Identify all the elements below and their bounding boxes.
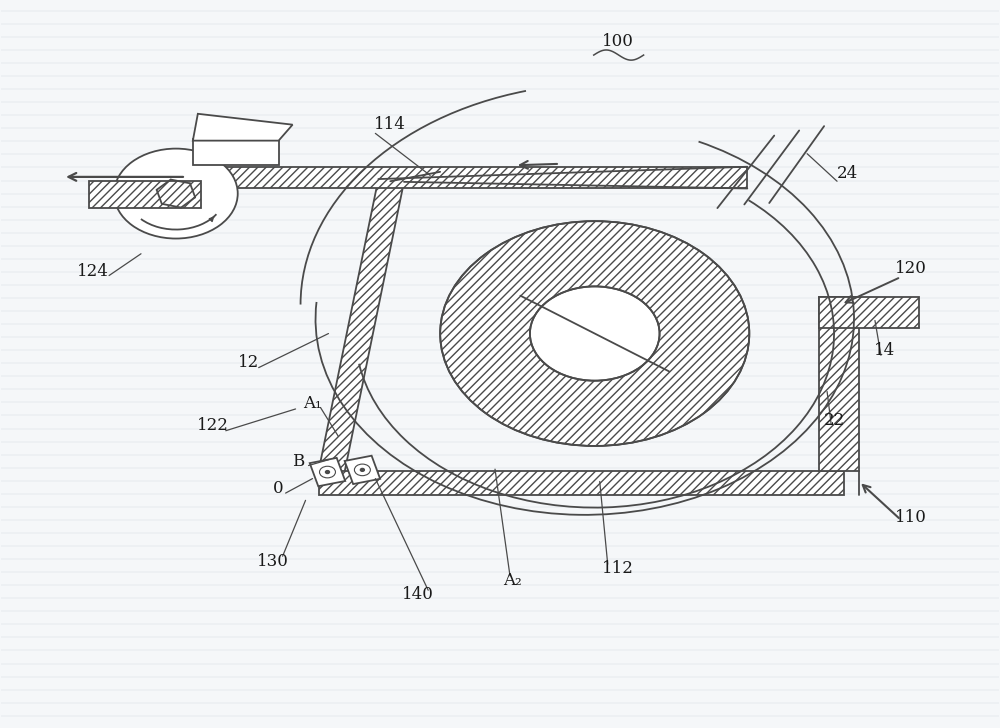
Circle shape <box>440 221 749 446</box>
Text: 110: 110 <box>895 510 927 526</box>
Polygon shape <box>319 179 404 474</box>
Polygon shape <box>345 456 380 484</box>
Text: 122: 122 <box>197 417 229 434</box>
Text: 112: 112 <box>602 560 634 577</box>
Text: 22: 22 <box>823 412 845 429</box>
Text: 140: 140 <box>402 586 434 603</box>
Text: 120: 120 <box>895 260 927 277</box>
Polygon shape <box>201 167 747 189</box>
Polygon shape <box>819 297 859 471</box>
Circle shape <box>114 149 238 239</box>
Text: 24: 24 <box>836 165 858 183</box>
Text: B: B <box>292 454 305 470</box>
Circle shape <box>325 470 329 473</box>
Text: 0: 0 <box>273 480 284 497</box>
Polygon shape <box>310 458 345 486</box>
Text: 100: 100 <box>602 33 634 50</box>
Polygon shape <box>89 181 201 208</box>
Text: 114: 114 <box>374 116 406 133</box>
Circle shape <box>320 466 335 478</box>
Text: 124: 124 <box>77 263 109 280</box>
Text: 12: 12 <box>238 354 259 371</box>
Text: A₁: A₁ <box>303 395 322 412</box>
Circle shape <box>360 468 364 471</box>
Polygon shape <box>193 139 279 165</box>
Circle shape <box>354 464 370 475</box>
Text: 14: 14 <box>874 342 896 360</box>
Text: A₂: A₂ <box>503 571 521 589</box>
Polygon shape <box>319 471 844 494</box>
Text: 130: 130 <box>257 553 289 570</box>
Polygon shape <box>819 297 919 328</box>
Polygon shape <box>193 114 293 141</box>
Circle shape <box>530 286 660 381</box>
